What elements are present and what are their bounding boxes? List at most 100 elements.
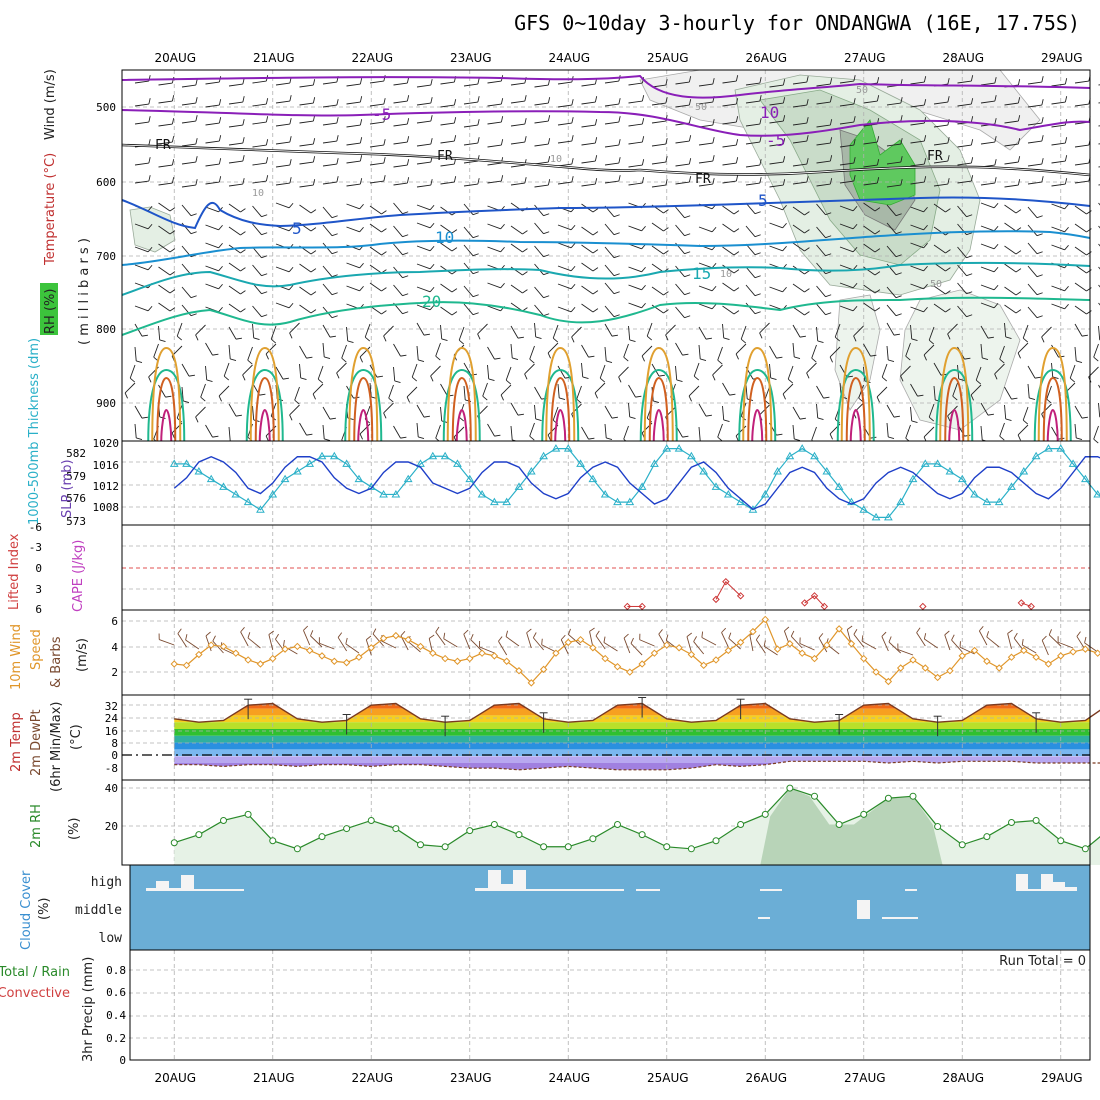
wind-barb-flag [430, 375, 434, 382]
wind-barb-flag [641, 355, 645, 362]
wind-barb-staff [557, 265, 572, 272]
wind-barb-staff [477, 323, 488, 335]
wind-barb-staff [1027, 163, 1042, 167]
temp-loop [939, 346, 970, 442]
wind-barb-flag [635, 395, 642, 398]
wind-barb-staff [816, 183, 831, 187]
rh-axis: 40 20 [105, 782, 118, 833]
wind-barb-staff [416, 345, 419, 360]
temp-loop [357, 408, 370, 442]
wind-barb-staff [369, 144, 384, 148]
wind-barb-flag [594, 119, 598, 126]
thickness-point [194, 467, 204, 475]
wind-barb-flag [853, 98, 856, 105]
surface-barb-staff [479, 646, 495, 654]
surface-barb-staff [959, 646, 975, 655]
wind-barb-staff [816, 244, 826, 257]
wind-barb-flag [829, 178, 833, 185]
wind-barb-staff [980, 182, 995, 186]
cloud-level-high: high [91, 875, 122, 890]
wind-barb-staff [886, 102, 901, 106]
precip-tick-0: 0 [119, 1054, 126, 1067]
wind-barb-flag [148, 157, 151, 164]
temp-loop [742, 346, 773, 442]
surface-barb-flag [784, 626, 790, 632]
wind-speed-point [330, 657, 339, 665]
wind-barb-flag [1022, 419, 1029, 425]
date-tick-top: 27AUG [844, 51, 886, 65]
wind-barb-flag [453, 117, 457, 124]
wind-barb-staff [416, 263, 431, 270]
wind-barb-flag [754, 311, 761, 315]
surface-barb-flag [916, 627, 921, 633]
wind-barb-staff [675, 306, 685, 319]
wind-barb-staff [594, 382, 606, 394]
wind-barb-flag [1017, 352, 1021, 359]
wind-barb-flag [874, 289, 881, 294]
wind-barb-flag [759, 118, 762, 125]
surface-barb-flag [721, 627, 727, 633]
wind-barb-staff [557, 365, 566, 379]
wind-barb-flag [947, 137, 950, 144]
surface-barb-flag [505, 630, 509, 637]
wind-barb-staff [1074, 305, 1087, 315]
wind-barb-staff [980, 302, 995, 309]
wind-barb-staff [205, 283, 219, 290]
wind-barb-staff [228, 124, 243, 128]
wind-barb-flag [733, 210, 740, 215]
surface-barb-staff [505, 636, 520, 647]
wind-barb-staff [999, 422, 1005, 437]
wind-barb-staff [722, 305, 735, 315]
wind-barb-flag [923, 135, 927, 142]
wind-barb-staff [628, 182, 643, 186]
wind-barb-staff [863, 100, 878, 104]
slp-panel-bg [122, 441, 1090, 525]
wind-barb-staff [510, 266, 523, 276]
dewpoint-2m-line [174, 760, 1100, 771]
wind-barb-staff [252, 305, 262, 318]
ylabel-temperature: Temperature (°C) [43, 153, 58, 266]
wind-barb-staff [980, 343, 983, 358]
ylabel-slp: SLP (mb) [60, 459, 75, 518]
wind-barb-staff [698, 226, 713, 233]
surface-barb-staff [337, 637, 348, 652]
wind-barb-staff [693, 362, 700, 377]
wind-barb-flag [411, 376, 418, 382]
wind-barb-flag [148, 175, 151, 182]
wind-barb-flag [195, 179, 198, 186]
wind-barb-staff [463, 203, 474, 216]
surface-barb-staff [728, 637, 741, 650]
wind-barb-flag [148, 98, 151, 105]
wind-barb-staff [275, 100, 290, 104]
rh-point [638, 831, 646, 839]
wind-barb-flag [394, 380, 401, 384]
wind-barb-flag [571, 176, 574, 183]
rh-point [367, 816, 375, 824]
wind-barb-flag [952, 395, 958, 401]
wind-barb-staff [816, 403, 819, 418]
surface-barb-flag [944, 630, 950, 636]
wind-barb-flag [594, 96, 598, 103]
wind-barb-staff [722, 144, 737, 148]
surface-barb-staff [560, 639, 569, 655]
rh-point [466, 827, 474, 835]
rh-fill-region-high [849, 119, 916, 206]
wind-barb-flag [543, 272, 550, 276]
wind-speed-point [527, 679, 536, 687]
wind-barb-staff [651, 184, 666, 188]
wind-barb-staff [829, 346, 841, 358]
wind-barb-staff [1027, 81, 1042, 85]
wind-barb-flag [200, 396, 206, 402]
wind-barb-staff [863, 266, 876, 276]
wind-barb-staff [228, 226, 241, 236]
cloud-bar-high [1016, 874, 1028, 891]
wind-barb-staff [1074, 205, 1087, 215]
wind-barb-flag [594, 137, 598, 144]
surface-barb-flag [1048, 629, 1052, 636]
surface-barb-staff [944, 634, 951, 651]
wind-barb-flag [1022, 337, 1029, 343]
wind-barb-staff [1004, 204, 1017, 214]
wind-barb-flag [261, 314, 268, 318]
wind-speed-point [798, 649, 806, 657]
wind-speed-point [601, 654, 609, 663]
